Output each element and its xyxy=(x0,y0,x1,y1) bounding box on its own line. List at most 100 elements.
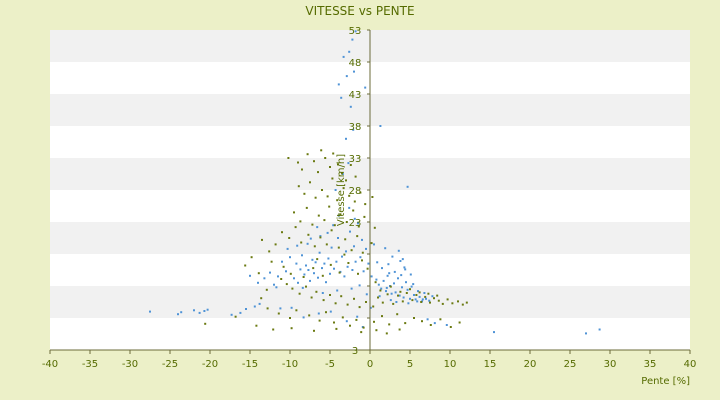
x-tick-label: 5 xyxy=(407,359,413,370)
scatter-point xyxy=(337,163,339,166)
scatter-point xyxy=(288,237,291,239)
scatter-point xyxy=(439,318,442,321)
scatter-point xyxy=(413,294,415,296)
x-axis-ticks: -40 -35 -30 -25 -20 -15 -10 -5 0 5 10 15 20 25 30 35 40 xyxy=(42,350,696,370)
scatter-point xyxy=(357,272,359,275)
scatter-point xyxy=(329,272,331,275)
scatter-point xyxy=(349,324,351,327)
scatter-point xyxy=(305,264,307,267)
scatter-point xyxy=(353,200,356,203)
scatter-point xyxy=(465,301,468,304)
scatter-point xyxy=(274,243,277,246)
y-axis-title: Vitesse [km/h] xyxy=(336,154,347,226)
scatter-point xyxy=(461,303,464,306)
scatter-point xyxy=(334,302,337,305)
scatter-point xyxy=(320,149,323,152)
scatter-point xyxy=(348,50,351,53)
scatter-point xyxy=(376,261,379,264)
scatter-point xyxy=(409,273,412,276)
scatter-point xyxy=(386,274,389,277)
scatter-point xyxy=(341,172,343,175)
scatter-point xyxy=(441,302,444,305)
scatter-point xyxy=(381,301,384,304)
scatter-point xyxy=(378,295,381,298)
scatter-point xyxy=(350,287,353,290)
scatter-point xyxy=(321,267,323,270)
scatter-point xyxy=(289,317,291,319)
scatter-point xyxy=(406,185,409,188)
scatter-point xyxy=(333,267,335,270)
x-tick-label: -30 xyxy=(122,359,138,370)
x-tick-label: 10 xyxy=(444,359,457,370)
scatter-point xyxy=(325,281,327,284)
scatter-point xyxy=(282,265,285,268)
scatter-point xyxy=(204,322,207,325)
scatter-point xyxy=(315,290,318,293)
scatter-point xyxy=(311,223,314,226)
scatter-point xyxy=(301,286,304,289)
scatter-point xyxy=(428,299,431,302)
scatter-point xyxy=(326,231,329,234)
scatter-point xyxy=(277,275,279,278)
scatter-point xyxy=(356,235,359,238)
y-tick-label: 3 xyxy=(352,346,358,357)
scatter-point xyxy=(317,214,320,217)
scatter-point xyxy=(332,152,335,155)
scatter-point xyxy=(407,302,410,305)
scatter-point xyxy=(415,294,418,296)
scatter-point xyxy=(310,296,313,299)
y-tick-label: 53 xyxy=(349,26,362,37)
scatter-point xyxy=(446,298,449,301)
scatter-point xyxy=(328,205,331,208)
scatter-point xyxy=(299,268,302,271)
scatter-point xyxy=(429,301,431,304)
scatter-point xyxy=(317,171,319,174)
scatter-point xyxy=(257,281,259,284)
scatter-point xyxy=(375,329,378,332)
scatter-point xyxy=(364,203,367,206)
scatter-point xyxy=(277,312,280,315)
scatter-point xyxy=(385,286,388,289)
scatter-point xyxy=(285,283,288,286)
scatter-point xyxy=(347,262,350,264)
scatter-point xyxy=(343,253,346,256)
scatter-point xyxy=(335,327,338,330)
scatter-point xyxy=(388,323,391,326)
scatter-point xyxy=(321,274,324,277)
scatter-point xyxy=(345,221,348,223)
scatter-point xyxy=(399,290,402,293)
scatter-point xyxy=(306,242,309,245)
scatter-point xyxy=(357,222,359,225)
scatter-point xyxy=(393,270,396,273)
scatter-point xyxy=(289,256,291,259)
scatter-point xyxy=(381,267,383,270)
scatter-point xyxy=(345,250,347,253)
scatter-point xyxy=(346,265,349,268)
scatter-point xyxy=(297,161,299,164)
scatter-point xyxy=(317,312,320,315)
scatter-point xyxy=(330,229,333,232)
scatter-point xyxy=(300,241,303,244)
scatter-point xyxy=(341,255,343,258)
scatter-point xyxy=(394,291,397,294)
scatter-point xyxy=(404,322,407,325)
scatter-point xyxy=(149,310,151,313)
scatter-point xyxy=(263,277,266,280)
scatter-point xyxy=(318,319,321,322)
scatter-point xyxy=(321,189,323,191)
scatter-point xyxy=(309,279,311,282)
scatter-point xyxy=(294,226,297,229)
scatter-point xyxy=(345,137,347,140)
chart-title: VITESSE vs PENTE xyxy=(305,4,414,18)
scatter-point xyxy=(308,314,311,317)
scatter-point xyxy=(329,166,331,168)
scatter-point xyxy=(360,331,363,334)
scatter-point xyxy=(417,290,419,293)
scatter-point xyxy=(279,307,282,310)
scatter-point xyxy=(261,238,263,241)
scatter-point xyxy=(382,279,385,282)
scatter-point xyxy=(244,264,247,267)
scatter-point xyxy=(449,326,452,328)
scatter-point xyxy=(354,30,357,33)
